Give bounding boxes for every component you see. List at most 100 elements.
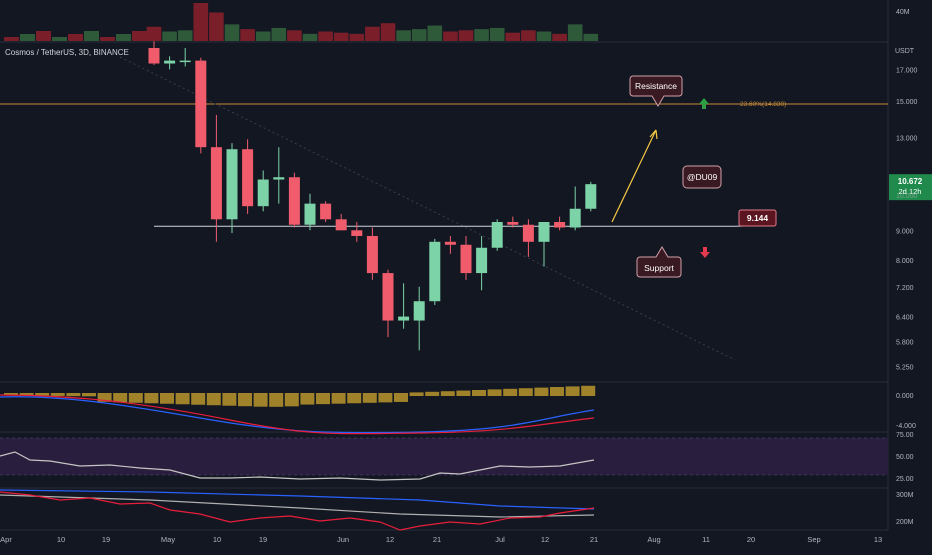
volume-bar [68,34,83,41]
macd-histogram-bar [316,393,330,404]
time-axis-label: 12 [541,535,549,544]
volume-bar [303,34,318,41]
time-axis-label: 10 [57,535,65,544]
volume-bar [381,23,396,41]
candle-body [149,48,160,64]
candle-body [414,301,425,320]
volume-bar [100,37,115,41]
volume-bar [20,34,35,41]
time-axis-label: Apr [0,535,12,544]
volume-bar [256,32,271,42]
up-arrow-icon [699,98,709,109]
volume-bar [225,24,240,41]
candle-body [258,180,269,207]
price-tick-label: 5.250 [896,365,914,372]
down-arrow-icon [700,247,710,258]
time-axis-label: Jun [337,535,349,544]
rsi-tick-label: 25.00 [896,476,914,483]
macd-histogram-bar [300,393,314,405]
support-price-label: 9.144 [747,213,769,223]
price-tick-label: 9.000 [896,228,914,235]
volume-bar [537,32,552,42]
volume-bar [84,31,99,41]
macd-histogram-bar [207,393,221,405]
candle-body [195,61,206,148]
volume-bar [584,34,599,41]
volume-bar [147,27,162,41]
candle-body [211,147,222,219]
macd-histogram-bar [425,392,439,396]
macd-histogram-bar [550,387,564,396]
macd-tick-label: 0.000 [896,393,914,400]
time-axis-label: 19 [259,535,267,544]
macd-histogram-bar [191,393,205,405]
macd-histogram-bar [347,393,361,403]
candle-body [398,317,409,321]
vol-osc-line [0,492,594,530]
macd-histogram-bar [394,393,408,402]
volume-bar [287,30,302,41]
price-tick-label: 7.200 [896,285,914,292]
time-axis-label: 20 [747,535,755,544]
macd-histogram-bar [269,393,283,407]
volume-bar [365,27,380,41]
macd-histogram-bar [332,393,346,404]
volume-bar [4,37,19,41]
volume-bar [272,28,287,41]
candle-body [539,222,550,242]
candle-body [476,248,487,273]
candle-body [383,273,394,320]
volume-bar [240,29,255,41]
volume-bar [162,32,177,42]
macd-histogram-bar [254,393,268,407]
time-axis-label: 12 [386,535,394,544]
time-axis-label: Sep [807,535,820,544]
vol-ma-line [0,490,594,509]
time-axis-label: May [161,535,175,544]
macd-histogram-bar [503,389,517,396]
volume-bar [350,34,365,41]
volume-bar [459,30,474,41]
macd-histogram-bar [519,388,533,396]
volume-bar [36,31,51,41]
time-axis-label: 21 [590,535,598,544]
volume-bar [568,24,583,41]
candle-body [227,149,238,219]
candle-body [242,149,253,206]
volume-bar [52,37,67,41]
rsi-band [0,438,888,475]
macd-histogram-bar [488,389,502,396]
time-axis-label: 13 [874,535,882,544]
macd-histogram-bar [534,388,548,396]
macd-histogram-bar [456,391,470,396]
currency-label: USDT [895,48,915,55]
time-axis-label: 19 [102,535,110,544]
price-tick-label: 5.800 [896,339,914,346]
volume-bar [412,29,427,41]
macd-histogram-bar [238,393,252,406]
projection-arrow-line [612,130,656,222]
price-tick-label: 6.400 [896,315,914,322]
vol-ind-tick-label: 300M [896,492,914,499]
volume-bar [396,30,411,41]
volume-bar [474,29,489,41]
price-tick-label: 17.000 [896,67,918,74]
macd-histogram-bar [581,386,595,396]
macd-histogram-bar [441,391,455,396]
volume-bar [178,30,193,41]
candle-body [336,219,347,230]
rsi-tick-label: 50.00 [896,454,914,461]
candle-body [180,61,191,63]
volume-bar [334,33,349,41]
macd-histogram-bar [410,392,424,396]
macd-histogram-bar [113,393,127,402]
volume-bar [318,32,333,42]
macd-histogram-bar [566,386,580,396]
macd-histogram-bar [285,393,299,406]
volume-bar [194,3,209,41]
volume-bar [506,33,521,41]
time-axis-label: 10 [213,535,221,544]
candle-body [585,184,596,209]
